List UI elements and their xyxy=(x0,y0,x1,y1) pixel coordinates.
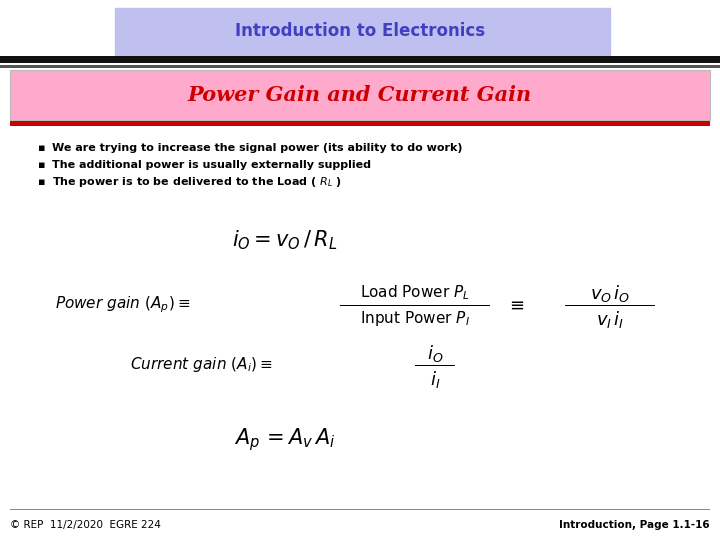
Bar xyxy=(0,65,720,68)
Text: $i_O = v_O \, / \, R_L$: $i_O = v_O \, / \, R_L$ xyxy=(233,228,338,252)
Text: $\equiv$: $\equiv$ xyxy=(505,296,524,314)
Text: $i_I$: $i_I$ xyxy=(430,368,440,389)
Text: Introduction to Electronics: Introduction to Electronics xyxy=(235,22,485,40)
Text: Input Power $P_I$: Input Power $P_I$ xyxy=(360,309,470,328)
Text: Introduction, Page 1.1-16: Introduction, Page 1.1-16 xyxy=(559,520,710,530)
FancyBboxPatch shape xyxy=(115,8,610,55)
Text: $A_p \, = A_v \, A_i$: $A_p \, = A_v \, A_i$ xyxy=(234,427,336,454)
Bar xyxy=(10,121,710,126)
Bar xyxy=(10,509,710,510)
Text: $v_O \, i_O$: $v_O \, i_O$ xyxy=(590,282,630,303)
Bar xyxy=(340,305,490,306)
Text: Power Gain and Current Gain: Power Gain and Current Gain xyxy=(188,85,532,105)
Text: $\mathit{Current\ gain}\ (A_i) \equiv$: $\mathit{Current\ gain}\ (A_i) \equiv$ xyxy=(130,355,273,375)
Bar xyxy=(565,305,655,306)
Text: $i_O$: $i_O$ xyxy=(427,342,444,363)
Text: ▪: ▪ xyxy=(38,143,46,153)
Text: The additional power is usually externally supplied: The additional power is usually external… xyxy=(52,160,371,170)
Bar xyxy=(415,365,455,366)
Text: ▪: ▪ xyxy=(38,160,46,170)
FancyBboxPatch shape xyxy=(10,70,710,120)
Text: We are trying to increase the signal power (its ability to do work): We are trying to increase the signal pow… xyxy=(52,143,462,153)
Text: © REP  11/2/2020  EGRE 224: © REP 11/2/2020 EGRE 224 xyxy=(10,520,161,530)
Text: ▪: ▪ xyxy=(38,177,46,187)
Text: Load Power $P_L$: Load Power $P_L$ xyxy=(360,284,470,302)
Text: The power is to be delivered to the Load ( $R_L$ ): The power is to be delivered to the Load… xyxy=(52,175,342,189)
Bar xyxy=(0,56,720,63)
Text: $\mathit{Power\ gain}\ (A_p) \equiv$: $\mathit{Power\ gain}\ (A_p) \equiv$ xyxy=(55,295,190,315)
Text: $v_I \, i_I$: $v_I \, i_I$ xyxy=(596,308,624,329)
